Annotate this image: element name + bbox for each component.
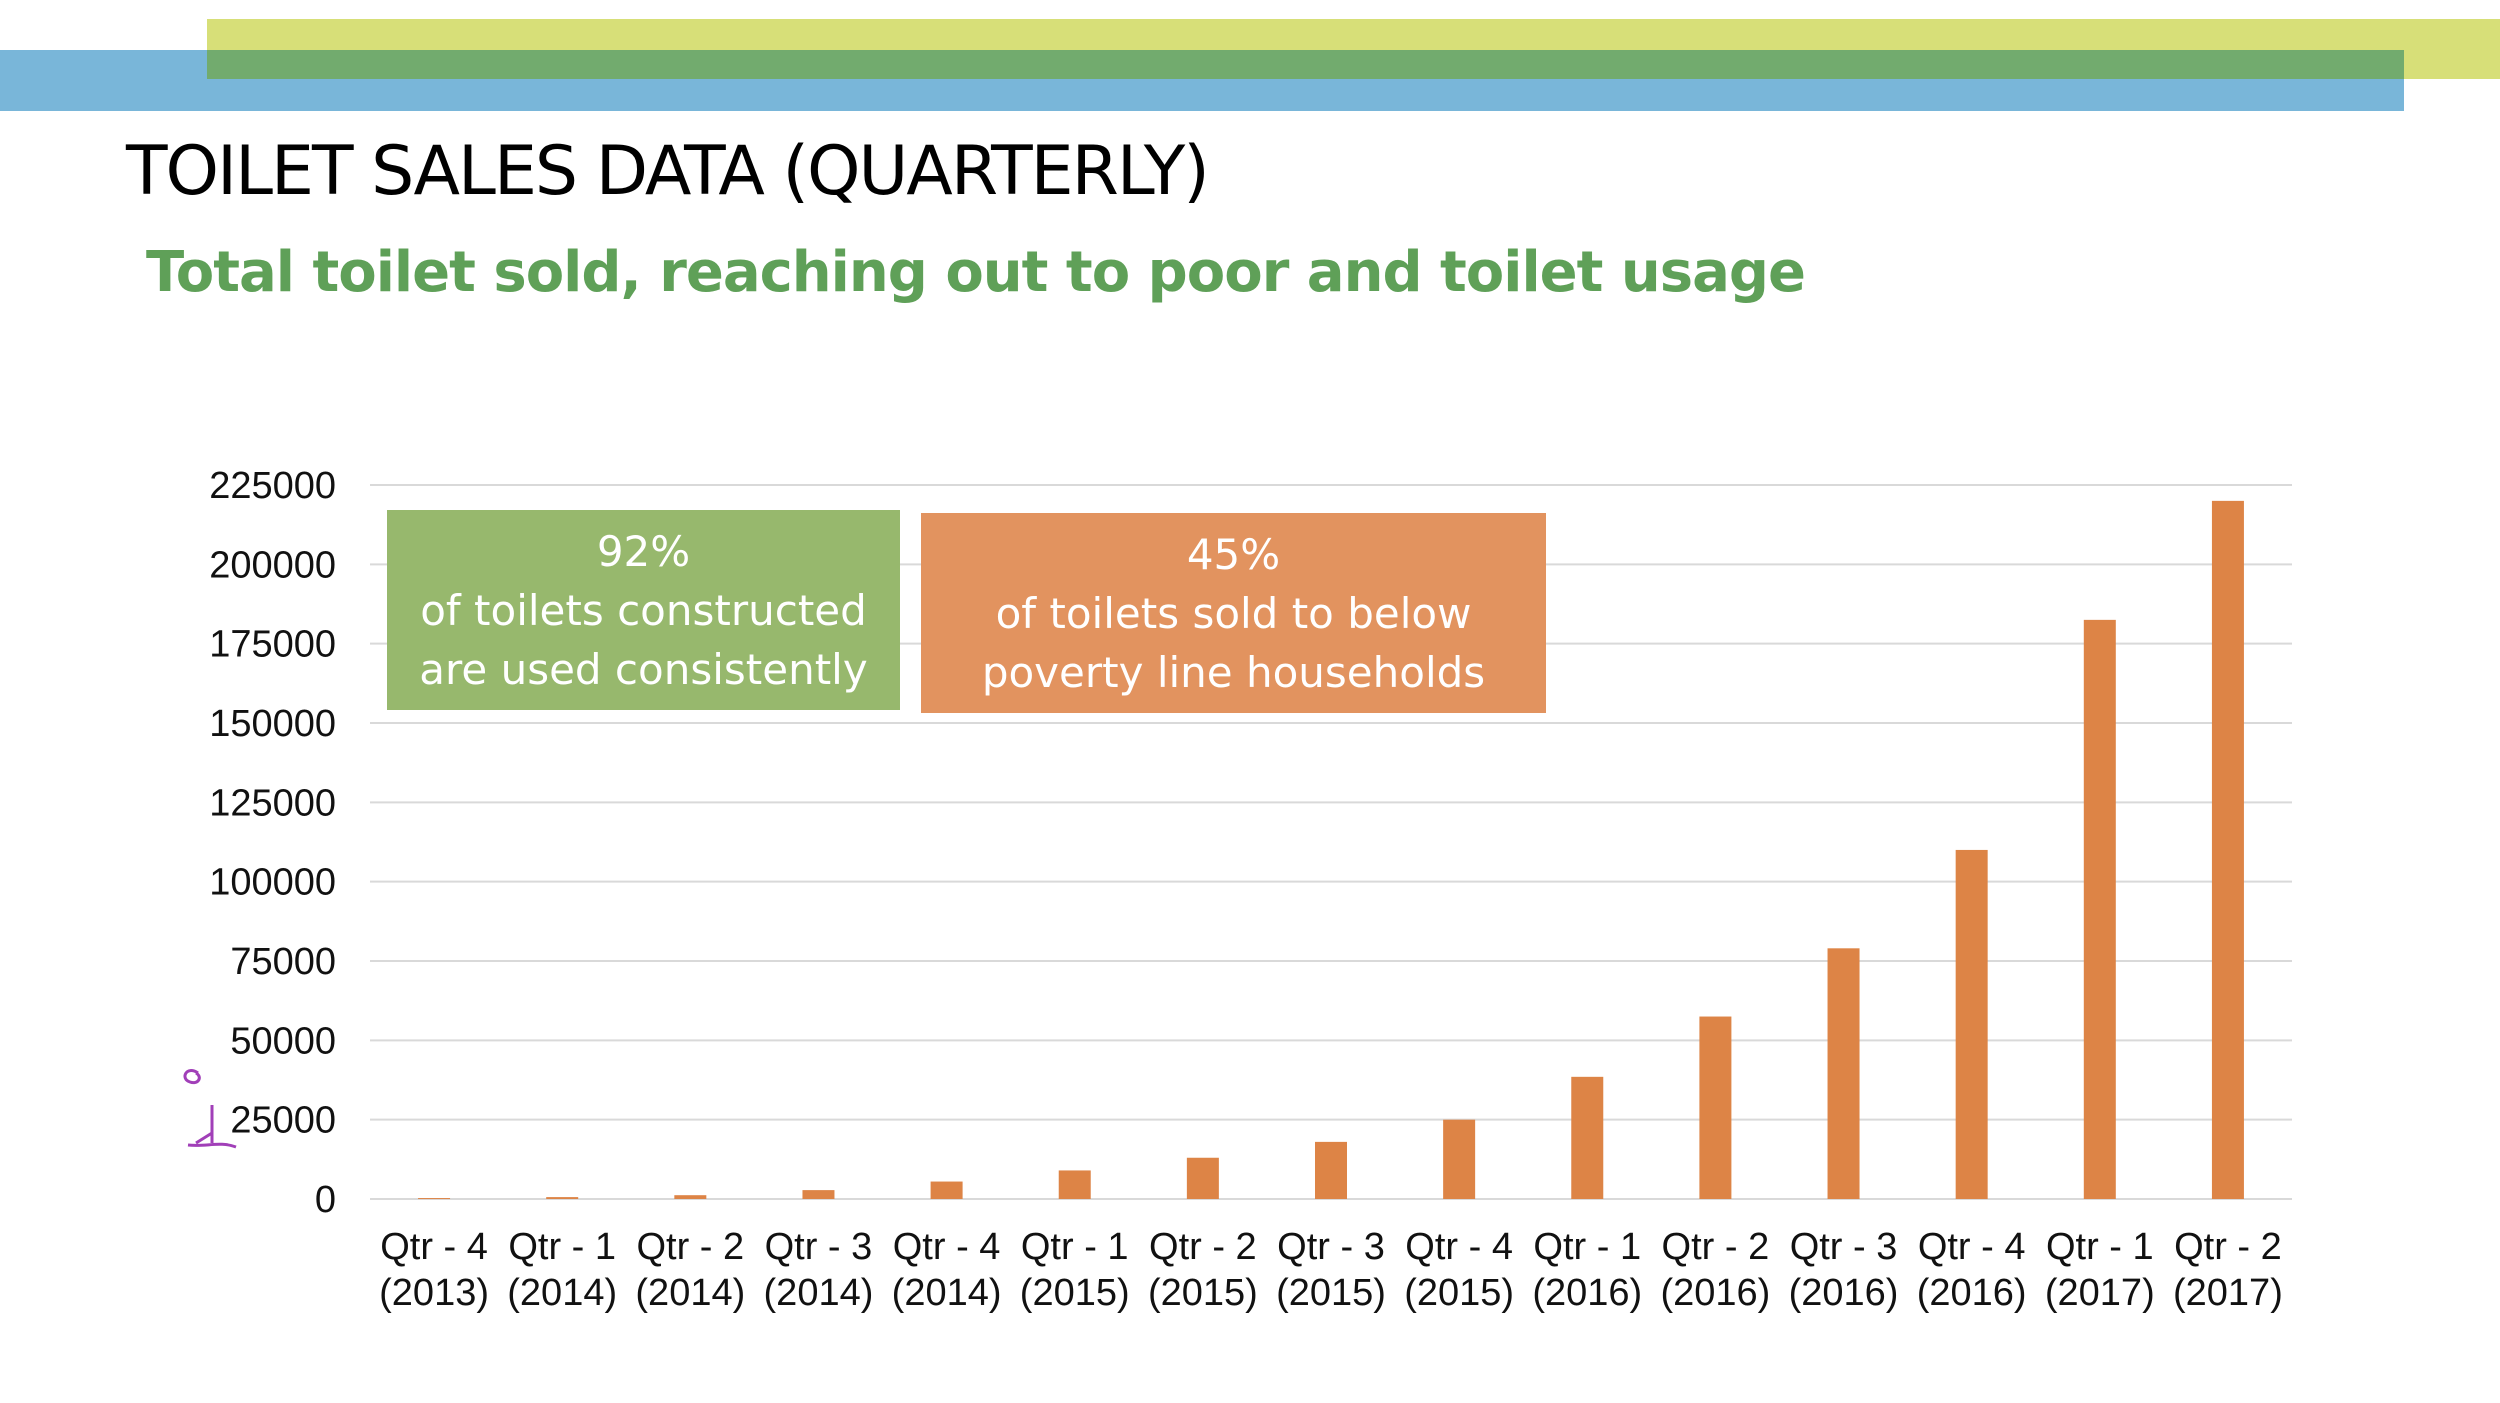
x-tick-label: Qtr - 4 bbox=[1405, 1226, 1513, 1268]
x-tick-label: (2016) bbox=[1660, 1272, 1770, 1314]
x-tick-label: Qtr - 4 bbox=[1918, 1226, 2026, 1268]
usage-line-1: of toilets constructed bbox=[420, 585, 867, 635]
bar bbox=[1058, 1170, 1091, 1199]
x-tick-label: (2014) bbox=[635, 1272, 745, 1314]
x-tick-label: (2017) bbox=[2045, 1272, 2155, 1314]
y-tick-label: 200000 bbox=[209, 544, 336, 586]
x-tick-label: Qtr - 1 bbox=[2046, 1226, 2154, 1268]
header-band-overlap bbox=[207, 50, 2404, 79]
x-tick-label: Qtr - 4 bbox=[380, 1226, 488, 1268]
y-tick-label: 100000 bbox=[209, 862, 336, 904]
usage-callout: 92% of toilets constructed are used cons… bbox=[387, 510, 900, 710]
bar bbox=[674, 1195, 707, 1199]
x-tick-label: Qtr - 1 bbox=[1021, 1226, 1129, 1268]
x-tick-label: (2015) bbox=[1020, 1272, 1130, 1314]
x-tick-label: Qtr - 1 bbox=[508, 1226, 616, 1268]
x-tick-label: (2014) bbox=[892, 1272, 1002, 1314]
bar bbox=[1827, 948, 1860, 1199]
bar bbox=[1571, 1076, 1604, 1199]
bar bbox=[802, 1190, 835, 1199]
x-tick-label: Qtr - 2 bbox=[1662, 1226, 1770, 1268]
x-tick-label: (2016) bbox=[1917, 1272, 2027, 1314]
x-tick-label: Qtr - 1 bbox=[1533, 1226, 1641, 1268]
x-tick-label: Qtr - 3 bbox=[1790, 1226, 1898, 1268]
y-tick-label: 0 bbox=[315, 1179, 336, 1221]
x-tick-label: (2015) bbox=[1404, 1272, 1514, 1314]
poverty-percent: 45% bbox=[1186, 529, 1281, 579]
usage-percent: 92% bbox=[596, 526, 691, 576]
bar bbox=[2211, 500, 2244, 1199]
pen-scribble-mark bbox=[183, 1069, 237, 1149]
x-tick-label: (2016) bbox=[1532, 1272, 1642, 1314]
x-tick-label: (2014) bbox=[764, 1272, 874, 1314]
bar bbox=[1443, 1119, 1476, 1199]
x-tick-label: (2014) bbox=[507, 1272, 617, 1314]
bar bbox=[1699, 1016, 1732, 1199]
x-tick-label: Qtr - 3 bbox=[765, 1226, 873, 1268]
bar bbox=[2083, 619, 2116, 1199]
poverty-line-2: poverty line households bbox=[981, 647, 1486, 697]
x-tick-label: Qtr - 4 bbox=[893, 1226, 1001, 1268]
x-tick-label: Qtr - 2 bbox=[636, 1226, 744, 1268]
slide-title: TOILET SALES DATA (QUARTERLY) bbox=[126, 132, 1210, 211]
y-tick-label: 150000 bbox=[209, 703, 336, 745]
bar bbox=[418, 1198, 451, 1200]
y-tick-label: 25000 bbox=[230, 1100, 336, 1142]
x-tick-label: Qtr - 3 bbox=[1277, 1226, 1385, 1268]
bar bbox=[546, 1197, 579, 1199]
y-tick-label: 50000 bbox=[230, 1020, 336, 1062]
x-tick-label: Qtr - 2 bbox=[1149, 1226, 1257, 1268]
y-tick-label: 75000 bbox=[230, 941, 336, 983]
poverty-callout: 45% of toilets sold to below poverty lin… bbox=[921, 513, 1546, 713]
x-tick-label: (2017) bbox=[2173, 1272, 2283, 1314]
slide-subtitle: Total toilet sold, reaching out to poor … bbox=[146, 240, 1806, 305]
poverty-line-1: of toilets sold to below bbox=[995, 588, 1472, 638]
y-tick-label: 225000 bbox=[209, 465, 336, 507]
x-tick-label: Qtr - 2 bbox=[2174, 1226, 2282, 1268]
bar bbox=[1315, 1141, 1347, 1199]
x-tick-label: (2016) bbox=[1789, 1272, 1899, 1314]
bar bbox=[930, 1181, 963, 1199]
y-tick-label: 175000 bbox=[209, 624, 336, 666]
bar bbox=[1955, 849, 1988, 1199]
x-tick-label: (2015) bbox=[1276, 1272, 1386, 1314]
x-tick-label: (2013) bbox=[379, 1272, 489, 1314]
usage-line-2: are used consistently bbox=[419, 644, 868, 694]
y-tick-label: 125000 bbox=[209, 782, 336, 824]
x-tick-label: (2015) bbox=[1148, 1272, 1258, 1314]
bar bbox=[1186, 1157, 1219, 1199]
